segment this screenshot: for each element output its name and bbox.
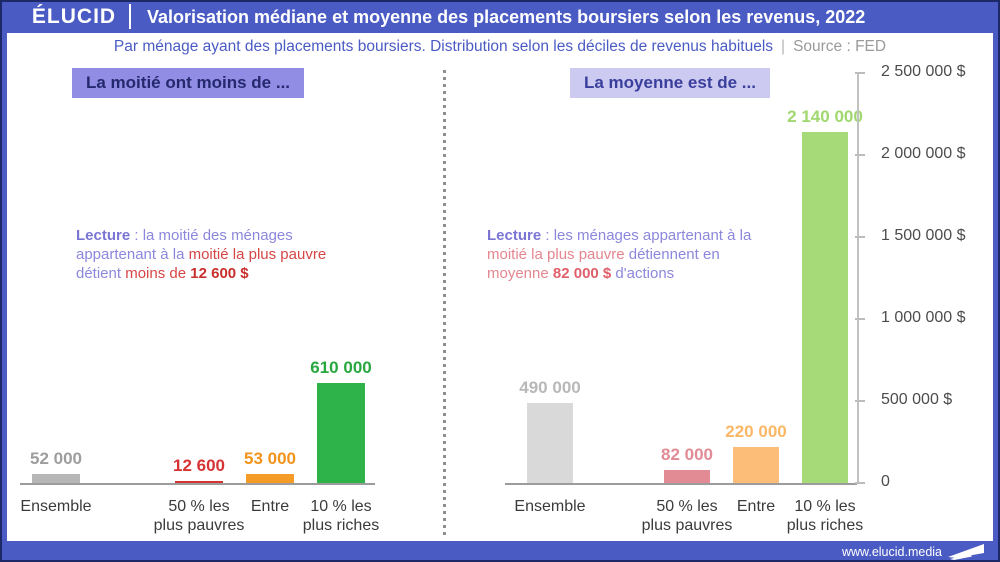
category-label-entre: Entre <box>195 497 345 516</box>
lecture-segment: moitié la plus pauvre <box>188 246 327 263</box>
bar-value-ensemble: 490 000 <box>519 377 581 397</box>
lecture-segment: 82 000 $ <box>552 265 612 282</box>
y-tick <box>855 154 865 156</box>
dotted-divider <box>443 70 446 536</box>
subtitle-text: Par ménage ayant des placements boursier… <box>113 38 774 55</box>
header-bar: ÉLUCID Valorisation médiane et moyenne d… <box>0 0 1000 33</box>
y-tick-label: 1 500 000 $ <box>881 227 966 244</box>
elucid-swoosh-icon <box>948 544 984 560</box>
category-label-entre: Entre <box>681 497 831 516</box>
logo-divider <box>129 4 131 29</box>
category-label-line: Ensemble <box>20 498 92 515</box>
bar-10-plus-riches <box>317 382 365 483</box>
lecture-segment: Lecture <box>76 227 131 244</box>
bar-value-entre: 220 000 <box>725 421 787 441</box>
bar-ensemble <box>527 402 573 483</box>
chart-title-median: La moitié ont moins de ... <box>72 68 305 98</box>
bar-value-ensemble: 52 000 <box>30 449 82 469</box>
y-tick <box>855 400 865 402</box>
bar-10-plus-riches <box>802 132 848 483</box>
category-label-line: Ensemble <box>514 498 586 515</box>
lecture-segment: moitié la plus pauvre <box>487 246 625 263</box>
category-label-line: plus riches <box>786 517 864 534</box>
category-label-line: plus riches <box>302 517 380 534</box>
lecture-segment: : les ménages appartenant à la <box>541 227 752 244</box>
category-axis-mean: Ensemble 50 % les plus pauvres Entre 10 % le… <box>505 495 863 539</box>
category-label-line: 10 % les <box>794 498 856 515</box>
y-tick-label: 0 <box>881 473 890 490</box>
y-axis: 2 500 000 $ 2 000 000 $ 1 500 000 $ 1 000 0… <box>855 63 966 490</box>
category-label-ensemble: Ensemble <box>475 497 625 516</box>
bar-entre <box>733 446 779 483</box>
y-tick <box>855 72 865 74</box>
y-tick <box>855 318 865 320</box>
category-label-ensemble: Ensemble <box>0 497 131 516</box>
category-label-line: 50 % les <box>656 498 718 515</box>
lecture-segment: d'actions <box>611 265 675 282</box>
category-label-line: 50 % les <box>168 498 230 515</box>
source-label: Source : FED <box>793 38 887 55</box>
category-label-line: plus pauvres <box>641 517 733 534</box>
chart-title-mean: La moyenne est de ... <box>570 68 770 98</box>
bar-50-plus-pauvres <box>664 469 710 483</box>
lecture-segment: détient <box>76 265 126 282</box>
lecture-note-mean: Lecture : les ménages appartenant à la m… <box>487 226 779 283</box>
y-tick <box>855 236 865 238</box>
bar-entre <box>246 474 294 483</box>
footer-bar: www.elucid.media <box>0 541 1000 562</box>
bar-value-entre: 53 000 <box>244 449 296 469</box>
category-label-10-plus-riches: 10 % les plus riches <box>266 497 416 535</box>
y-tick-label: 2 000 000 $ <box>881 145 966 162</box>
y-tick-label: 1 000 000 $ <box>881 309 966 326</box>
bar-chart-median: 52 000 12 600 53 000 610 000 <box>20 100 375 485</box>
lecture-note-median: Lecture : la moitié des ménages apparten… <box>76 226 352 283</box>
subtitle-separator: | <box>781 38 786 55</box>
category-axis-median: Ensemble 50 % les plus pauvres Entre 10 % le… <box>20 495 379 539</box>
lecture-segment: Lecture <box>487 227 542 244</box>
category-label-50-plus-pauvres: 50 % les plus pauvres <box>612 497 762 535</box>
y-tick-label: 500 000 $ <box>881 391 953 408</box>
category-label-line: Entre <box>736 498 776 515</box>
subtitle: Par ménage ayant des placements boursier… <box>7 38 993 56</box>
category-label-line: 10 % les <box>310 498 372 515</box>
category-label-50-plus-pauvres: 50 % les plus pauvres <box>124 497 274 535</box>
lecture-segment: : la moitié des ménages appartenant à la <box>76 227 293 263</box>
y-tick <box>855 482 865 484</box>
category-label-line: plus pauvres <box>153 517 245 534</box>
footer-link: www.elucid.media <box>841 545 942 559</box>
bar-chart-mean: 490 000 82 000 220 000 2 140 000 <box>505 100 863 485</box>
bar-value-50-plus-pauvres: 12 600 <box>173 455 225 475</box>
lecture-segment: moins de <box>125 265 191 282</box>
y-tick-label: 2 500 000 $ <box>881 63 966 80</box>
lecture-segment: 12 600 $ <box>190 265 249 282</box>
page-title: Valorisation médiane et moyenne des plac… <box>147 7 866 27</box>
lecture-segment: détiennent en <box>624 246 720 263</box>
category-label-line: Entre <box>250 498 290 515</box>
bar-value-10-plus-riches: 610 000 <box>310 357 372 377</box>
bar-50-plus-pauvres <box>175 480 223 483</box>
bar-ensemble <box>32 474 80 483</box>
category-label-10-plus-riches: 10 % les plus riches <box>750 497 900 535</box>
bar-value-10-plus-riches: 2 140 000 <box>787 107 863 127</box>
lecture-segment: moyenne <box>487 265 553 282</box>
bar-value-50-plus-pauvres: 82 000 <box>661 444 713 464</box>
elucid-logo: ÉLUCID <box>31 5 117 28</box>
